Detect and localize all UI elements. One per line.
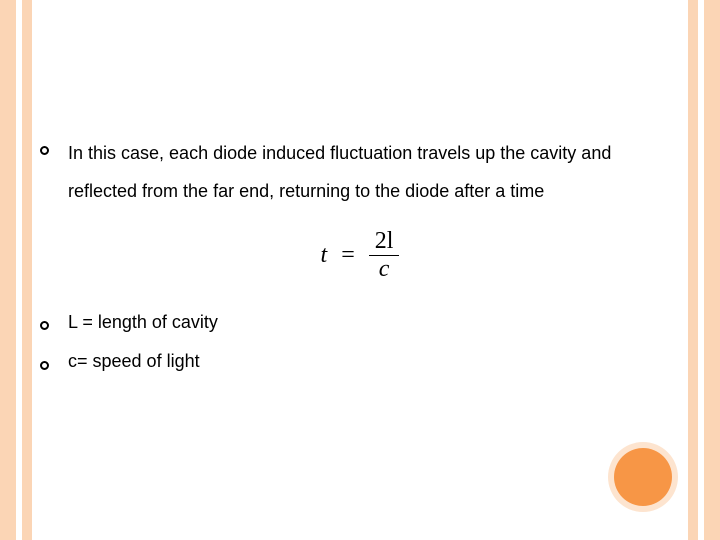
equation-lhs: t (321, 242, 328, 269)
equation-numerator: 2l (369, 229, 400, 255)
right-inner-stripe (688, 0, 698, 540)
bullet-item: In this case, each diode induced fluctua… (40, 135, 680, 211)
bullet-item: L = length of cavity (40, 310, 680, 335)
slide-content: In this case, each diode induced fluctua… (40, 135, 680, 389)
bullet-text: In this case, each diode induced fluctua… (68, 143, 611, 201)
equation-equals: = (341, 242, 355, 269)
bullet-item: c= speed of light (40, 349, 680, 374)
bullet-icon (40, 321, 49, 330)
right-outer-stripe (704, 0, 720, 540)
left-outer-stripe (0, 0, 16, 540)
left-inner-stripe (22, 0, 32, 540)
bullet-text: c= speed of light (68, 351, 200, 371)
equation-block: t = 2l c (40, 229, 680, 283)
bullet-icon (40, 146, 49, 155)
bullet-icon (40, 361, 49, 370)
equation-denominator: c (373, 256, 396, 282)
bullet-text: L = length of cavity (68, 312, 218, 332)
accent-circle-icon (614, 448, 672, 506)
equation-fraction: 2l c (369, 229, 400, 283)
equation: t = 2l c (321, 229, 400, 283)
